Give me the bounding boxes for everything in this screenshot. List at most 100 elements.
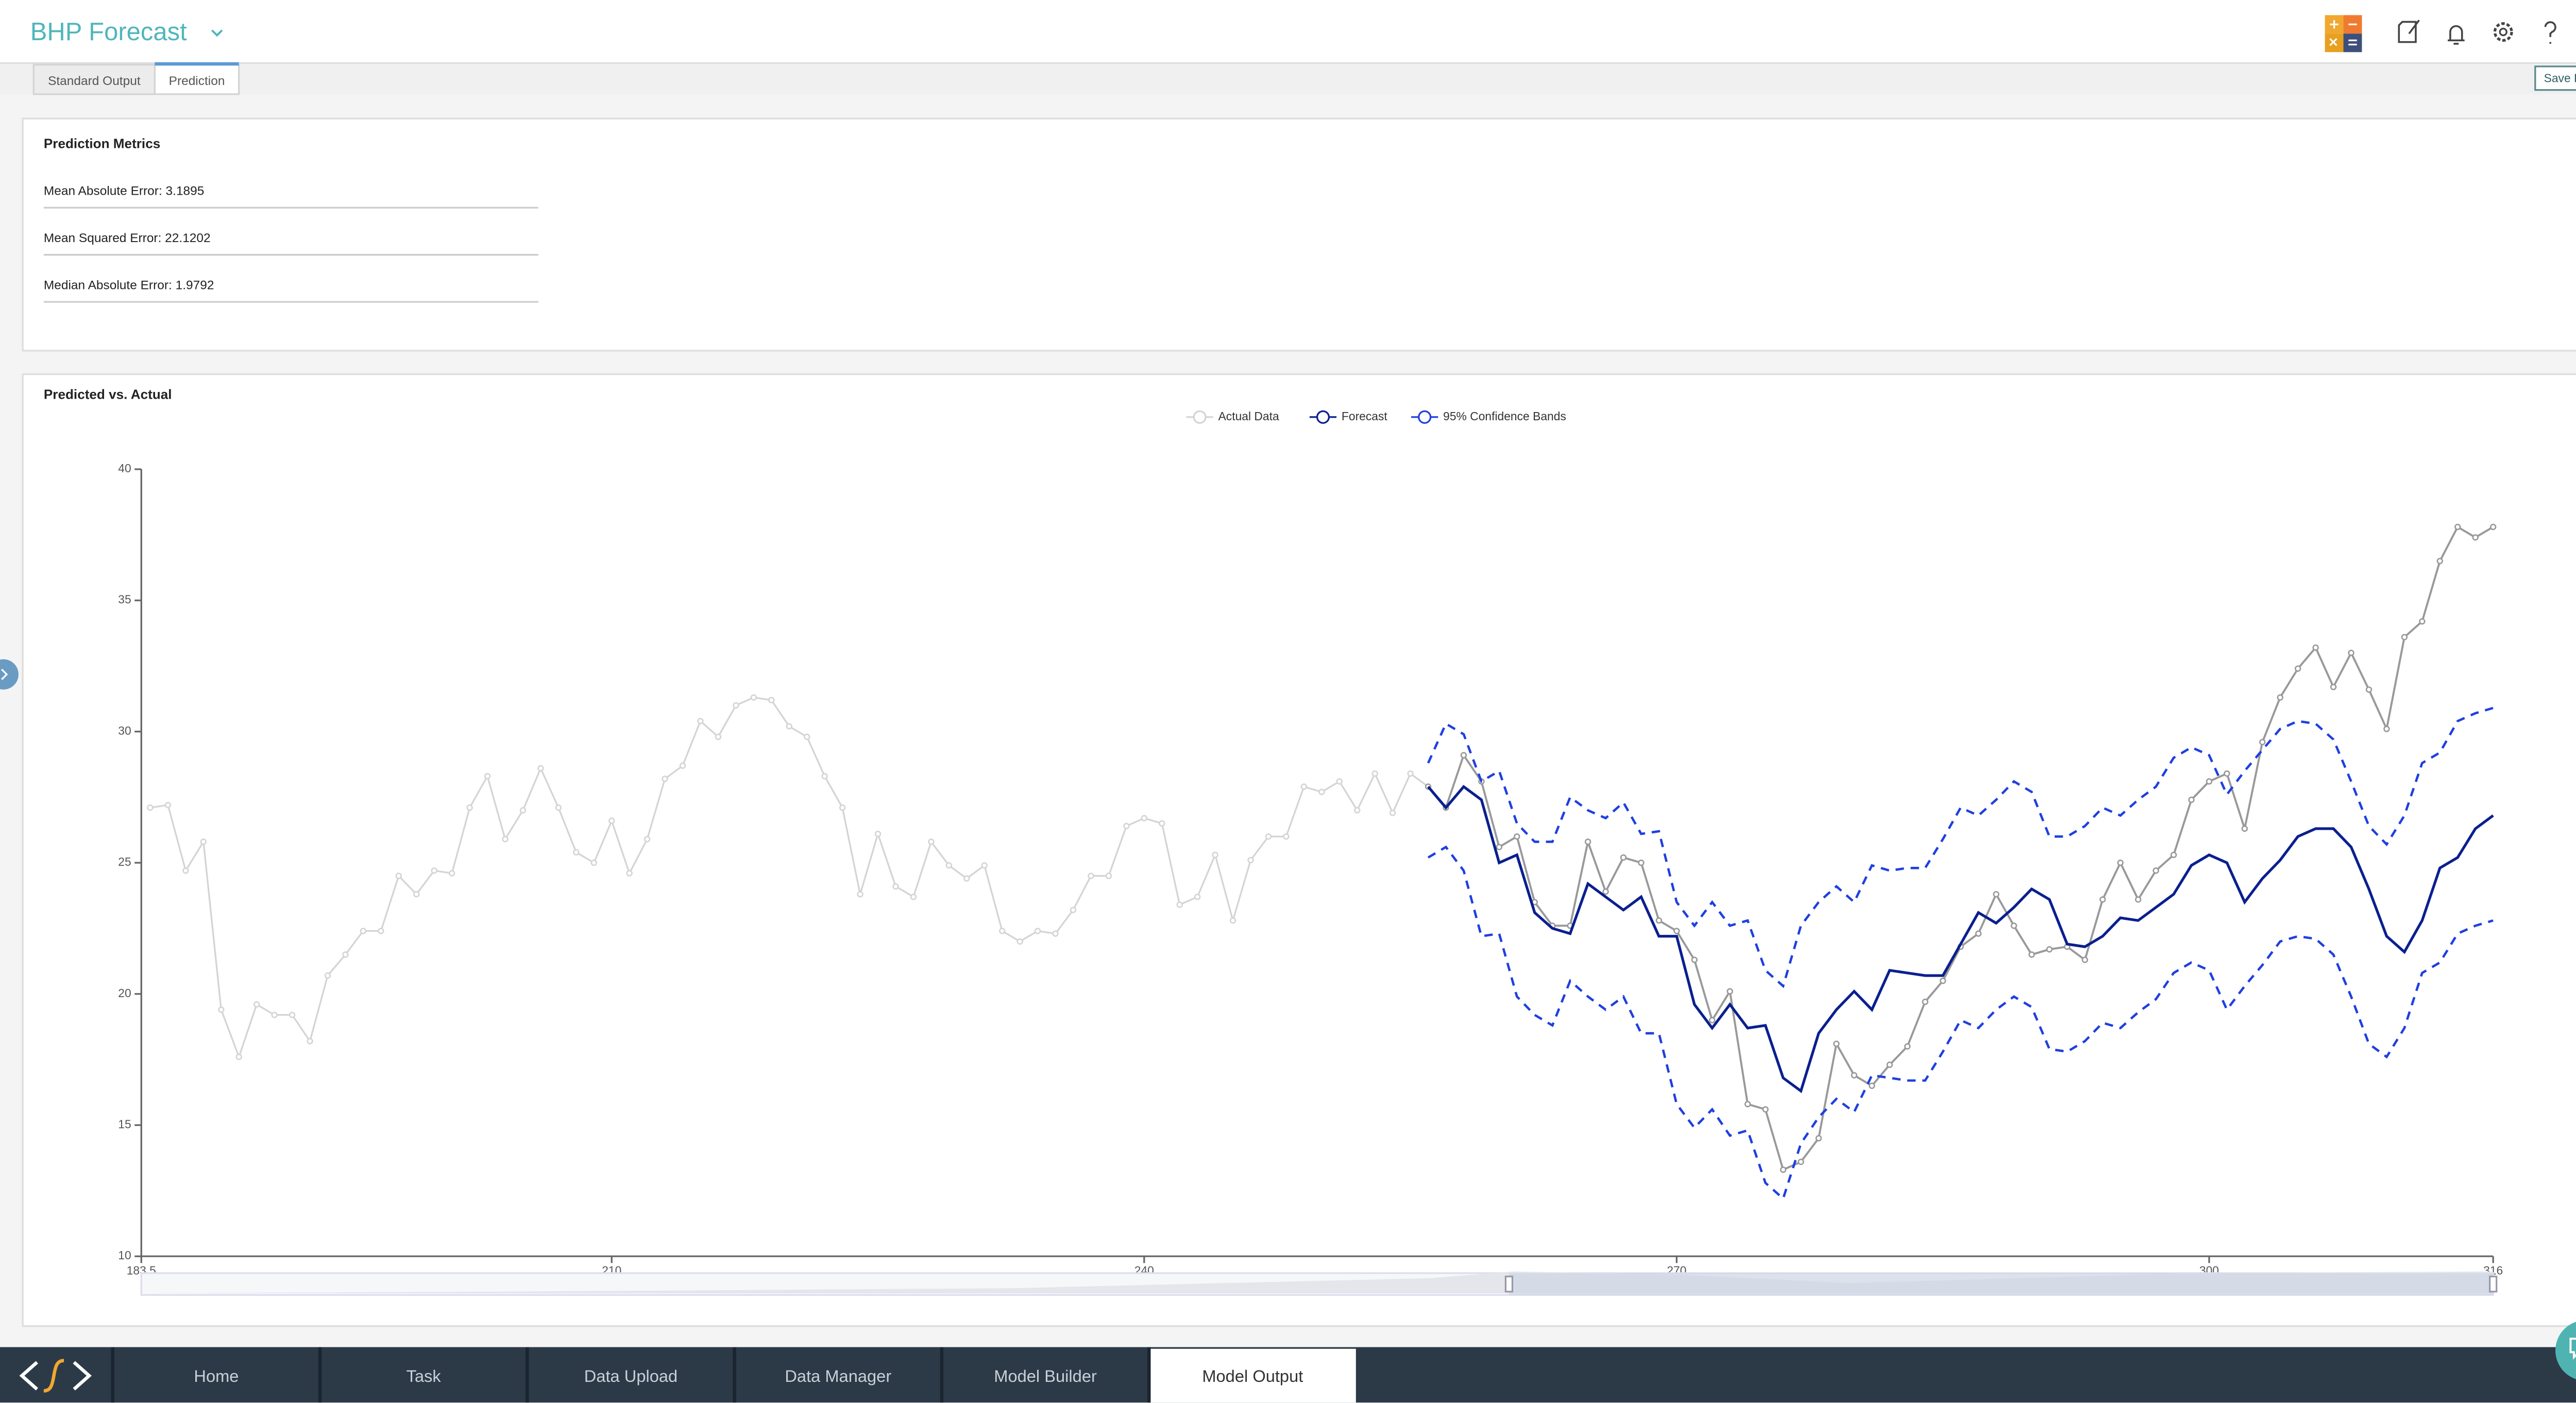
data-point[interactable]	[342, 951, 349, 958]
save-button[interactable]	[2534, 65, 2576, 91]
data-point[interactable]	[413, 891, 420, 898]
data-point[interactable]	[324, 972, 331, 979]
data-point[interactable]	[662, 775, 668, 782]
data-point[interactable]	[1016, 938, 1023, 945]
data-point[interactable]	[2454, 523, 2461, 531]
data-point[interactable]	[874, 830, 882, 837]
data-point[interactable]	[1194, 894, 1201, 900]
data-point[interactable]	[2081, 956, 2088, 963]
nav-item[interactable]: Home	[194, 1366, 239, 1385]
legend-label[interactable]: Forecast	[1342, 409, 1388, 423]
data-point[interactable]	[910, 894, 917, 900]
data-point[interactable]	[1354, 807, 1361, 814]
data-point[interactable]	[1070, 906, 1077, 913]
data-point[interactable]	[448, 870, 455, 877]
data-point[interactable]	[1407, 770, 1414, 777]
data-point[interactable]	[1105, 872, 1112, 879]
tab-label[interactable]: Standard Output	[48, 74, 141, 88]
legend-label[interactable]: 95% Confidence Bands	[1443, 409, 1566, 423]
data-point[interactable]	[182, 867, 189, 874]
data-point[interactable]	[1726, 988, 1733, 995]
data-point[interactable]	[2188, 796, 2195, 803]
data-point[interactable]	[1709, 1017, 1716, 1023]
logo[interactable]	[19, 1359, 92, 1393]
data-point[interactable]	[1798, 1158, 1804, 1166]
data-point[interactable]	[839, 804, 846, 811]
data-point[interactable]	[1922, 998, 1928, 1005]
data-point[interactable]	[307, 1038, 313, 1045]
data-point[interactable]	[2153, 867, 2159, 874]
data-point[interactable]	[1655, 917, 1663, 924]
data-point[interactable]	[1584, 839, 1591, 845]
data-point[interactable]	[1300, 783, 1308, 790]
data-point[interactable]	[2401, 634, 2408, 641]
data-point[interactable]	[537, 765, 544, 772]
data-point[interactable]	[1762, 1106, 1769, 1113]
data-point[interactable]	[1904, 1043, 1911, 1050]
data-point[interactable]	[2277, 694, 2283, 701]
title-dropdown[interactable]	[211, 29, 223, 37]
nav-item[interactable]: Data Upload	[584, 1366, 677, 1385]
data-point[interactable]	[1460, 752, 1467, 759]
nav-item[interactable]: Model Output	[1202, 1366, 1303, 1385]
data-point[interactable]	[1886, 1062, 1893, 1068]
app-title[interactable]: BHP Forecast	[30, 18, 187, 46]
data-point[interactable]	[1833, 1040, 1840, 1047]
data-point[interactable]	[590, 859, 598, 866]
data-point[interactable]	[1159, 820, 1165, 827]
data-point[interactable]	[1673, 928, 1680, 934]
data-point[interactable]	[643, 836, 651, 843]
data-point[interactable]	[1389, 810, 1396, 816]
data-point[interactable]	[2170, 851, 2177, 859]
data-point[interactable]	[733, 702, 739, 709]
tab-label[interactable]: Prediction	[169, 74, 225, 88]
data-point[interactable]	[502, 836, 509, 843]
data-point[interactable]	[1514, 833, 1520, 840]
data-point[interactable]	[1123, 823, 1130, 829]
data-point[interactable]	[2365, 686, 2372, 693]
data-point[interactable]	[2134, 896, 2142, 903]
data-point[interactable]	[786, 723, 792, 730]
data-point[interactable]	[1975, 930, 1982, 937]
data-point[interactable]	[697, 717, 704, 725]
data-point[interactable]	[1212, 851, 1218, 859]
data-point[interactable]	[2117, 859, 2124, 866]
data-point[interactable]	[2436, 558, 2444, 564]
data-point[interactable]	[1691, 956, 1698, 963]
data-point[interactable]	[1088, 872, 1094, 879]
data-point[interactable]	[466, 804, 473, 811]
data-point[interactable]	[1780, 1166, 1787, 1173]
data-point[interactable]	[928, 839, 935, 845]
data-point[interactable]	[626, 870, 633, 877]
data-point[interactable]	[164, 801, 172, 809]
data-point[interactable]	[2330, 683, 2337, 691]
data-point[interactable]	[1336, 778, 1343, 785]
nav-item[interactable]: Model Builder	[994, 1366, 1097, 1385]
data-point[interactable]	[1034, 928, 1041, 934]
data-point[interactable]	[1869, 1082, 1875, 1089]
nav-item[interactable]: Data Manager	[785, 1366, 891, 1385]
data-point[interactable]	[1744, 1101, 1751, 1107]
data-point[interactable]	[2046, 946, 2053, 953]
data-point[interactable]	[200, 839, 207, 845]
data-point[interactable]	[821, 773, 828, 780]
data-point[interactable]	[945, 862, 953, 869]
data-point[interactable]	[2489, 523, 2497, 531]
data-point[interactable]	[1939, 978, 1946, 984]
data-point[interactable]	[892, 883, 899, 890]
data-point[interactable]	[1318, 789, 1325, 795]
data-point[interactable]	[2312, 644, 2319, 651]
data-point[interactable]	[679, 762, 686, 769]
data-point[interactable]	[1815, 1135, 1822, 1142]
data-point[interactable]	[2224, 770, 2230, 777]
data-point[interactable]	[519, 807, 527, 814]
data-point[interactable]	[2348, 649, 2354, 656]
tab[interactable]	[32, 64, 156, 95]
data-point[interactable]	[289, 1012, 296, 1018]
nav-item[interactable]: Task	[406, 1366, 442, 1385]
data-point[interactable]	[573, 849, 580, 856]
data-point[interactable]	[271, 1012, 278, 1018]
data-point[interactable]	[484, 773, 491, 780]
data-point[interactable]	[1371, 770, 1378, 777]
data-point[interactable]	[555, 804, 562, 811]
